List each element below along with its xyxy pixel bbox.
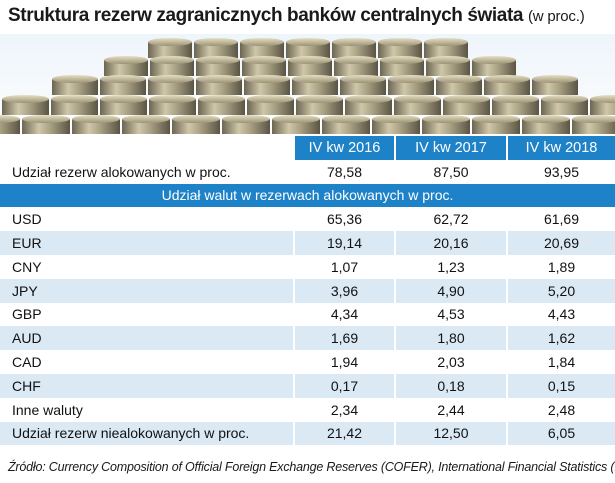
cell-value: 6,05 (506, 421, 615, 446)
data-table: IV kw 2016 IV kw 2017 IV kw 2018 Udział … (0, 136, 615, 446)
row-label: USD (0, 207, 293, 232)
cell-value: 5,20 (506, 278, 615, 303)
cell-value: 21,42 (293, 421, 394, 446)
cell-value: 4,43 (506, 302, 615, 327)
table-row: GBP 4,34 4,53 4,43 (0, 302, 615, 327)
cell-value: 1,07 (293, 254, 394, 279)
cell-value: 93,95 (506, 159, 615, 184)
chart-subtitle: (w proc.) (527, 8, 585, 25)
table-row: CHF 0,17 0,18 0,15 (0, 373, 615, 398)
cell-value: 87,50 (394, 159, 506, 184)
data-table-wrap: IV kw 2016 IV kw 2017 IV kw 2018 Udział … (0, 136, 615, 446)
cell-value: 0,18 (394, 373, 506, 398)
allocated-row: Udział rezerw alokowanych w proc. 78,58 … (0, 159, 615, 184)
cell-value: 1,94 (293, 350, 394, 374)
row-label: JPY (0, 278, 293, 303)
table-row: Udział rezerw niealokowanych w proc. 21,4… (0, 421, 615, 446)
chart-title: Struktura rezerw zagranicznych banków ce… (8, 5, 585, 27)
cell-value: 78,58 (293, 159, 394, 184)
header-blank-cell (0, 136, 293, 160)
table-row: JPY 3,96 4,90 5,20 (0, 278, 615, 303)
cell-value: 2,44 (394, 397, 506, 422)
table-body: Udział rezerw alokowanych w proc. 78,58 … (0, 159, 615, 446)
cell-value: 2,03 (394, 350, 506, 374)
cell-value: 1,89 (506, 254, 615, 279)
section-header-row: Udział walut w rezerwach alokowanych w p… (0, 183, 615, 208)
row-label: Inne waluty (0, 397, 293, 422)
header: Struktura rezerw zagranicznych banków ce… (0, 0, 615, 34)
section-header: Udział walut w rezerwach alokowanych w p… (0, 183, 615, 208)
cell-value: 1,80 (394, 326, 506, 351)
coins-photo (0, 34, 615, 134)
cell-value: 19,14 (293, 231, 394, 255)
row-label: Udział rezerw niealokowanych w proc. (0, 421, 293, 446)
cell-value: 1,84 (506, 350, 615, 374)
table-row: CNY 1,07 1,23 1,89 (0, 254, 615, 279)
row-label: GBP (0, 302, 293, 327)
table-row: EUR 19,14 20,16 20,69 (0, 231, 615, 255)
cell-value: 4,53 (394, 302, 506, 327)
cell-value: 2,34 (293, 397, 394, 422)
cell-value: 3,96 (293, 278, 394, 303)
column-header: IV kw 2016 (293, 136, 394, 160)
cell-value: 20,16 (394, 231, 506, 255)
header-row: IV kw 2016 IV kw 2017 IV kw 2018 (0, 136, 615, 160)
table-row: USD 65,36 62,72 61,69 (0, 207, 615, 232)
cell-value: 65,36 (293, 207, 394, 232)
table-row: AUD 1,69 1,80 1,62 (0, 326, 615, 351)
row-label: CHF (0, 373, 293, 398)
cell-value: 1,62 (506, 326, 615, 351)
cell-value: 4,90 (394, 278, 506, 303)
table-row: Inne waluty 2,34 2,44 2,48 (0, 397, 615, 422)
column-header: IV kw 2018 (506, 136, 615, 160)
row-label: CNY (0, 254, 293, 279)
cell-value: 1,23 (394, 254, 506, 279)
source-note: Źródło: Currency Composition of Official… (8, 460, 615, 474)
column-header: IV kw 2017 (394, 136, 506, 160)
title-text: Struktura rezerw zagranicznych banków ce… (8, 5, 524, 26)
cell-value: 12,50 (394, 421, 506, 446)
cell-value: 0,17 (293, 373, 394, 398)
cell-value: 2,48 (506, 397, 615, 422)
cell-value: 20,69 (506, 231, 615, 255)
coins-illustration (0, 38, 615, 134)
row-label: Udział rezerw alokowanych w proc. (0, 159, 293, 184)
cell-value: 62,72 (394, 207, 506, 232)
cell-value: 1,69 (293, 326, 394, 351)
table-row: CAD 1,94 2,03 1,84 (0, 350, 615, 374)
row-label: AUD (0, 326, 293, 351)
cell-value: 4,34 (293, 302, 394, 327)
cell-value: 61,69 (506, 207, 615, 232)
row-label: EUR (0, 231, 293, 255)
cell-value: 0,15 (506, 373, 615, 398)
row-label: CAD (0, 350, 293, 374)
